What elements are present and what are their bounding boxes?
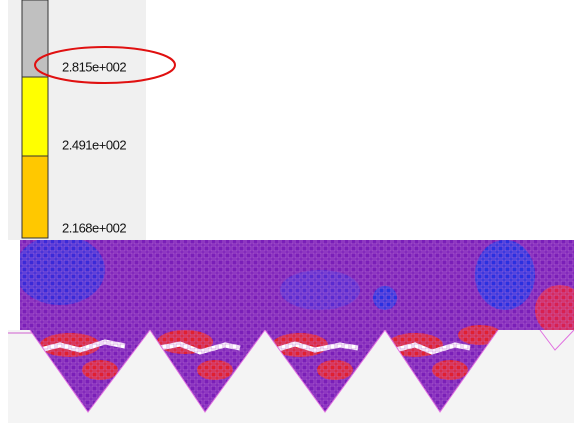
mesh-view: [8, 235, 574, 423]
legend-label: 2.815e+002: [62, 59, 126, 74]
color-yellow: [22, 77, 48, 156]
color-orange: [22, 156, 48, 238]
legend-label: 2.491e+002: [62, 137, 126, 152]
page: 2.815e+002 2.491e+002 2.168e+002: [0, 0, 574, 423]
legend-panel: 2.815e+002 2.491e+002 2.168e+002: [8, 0, 175, 240]
screenshot: 2.815e+002 2.491e+002 2.168e+002: [0, 0, 574, 423]
legend-label: 2.168e+002: [62, 220, 126, 235]
